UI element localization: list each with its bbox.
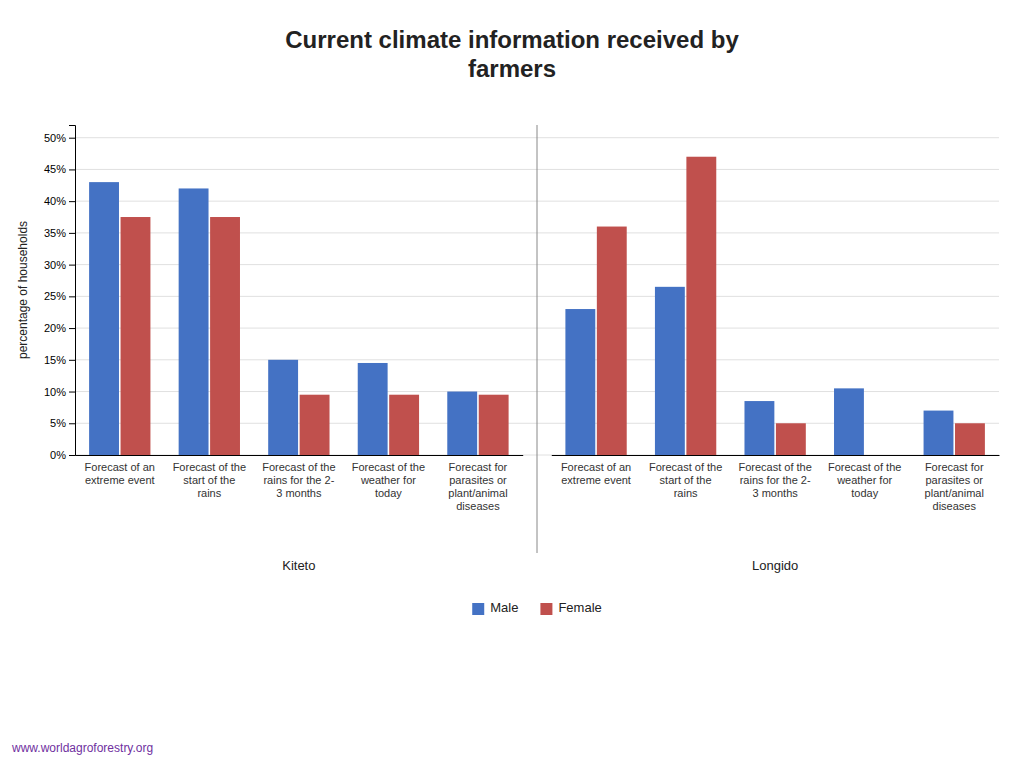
bar xyxy=(210,217,240,455)
y-axis-line xyxy=(69,126,76,456)
bar xyxy=(924,411,954,455)
y-tick: 0% xyxy=(50,449,75,461)
y-tick-label: 20% xyxy=(44,322,66,334)
x-axis: Forecast of anextreme event Forecast of t… xyxy=(552,455,1000,512)
y-tick-label: 10% xyxy=(44,386,66,398)
x-tick: Forecast of thestart of therains xyxy=(649,455,722,499)
bar xyxy=(179,188,209,455)
x-tick: Forecast of therains for the 2-3 months xyxy=(738,455,811,499)
y-tick: 50% xyxy=(44,132,75,144)
bar xyxy=(565,309,595,455)
y-tick-mark xyxy=(69,360,75,361)
bar xyxy=(89,182,119,455)
x-tick: Forecast of theweather fortoday xyxy=(828,455,901,499)
x-axis-line xyxy=(76,455,524,456)
y-tick-mark xyxy=(69,296,75,297)
y-tick: 10% xyxy=(44,386,75,398)
annotation: www.worldagroforestry.org xyxy=(11,741,153,755)
bar xyxy=(479,395,509,455)
bar xyxy=(686,157,716,455)
y-tick-mark xyxy=(69,138,75,139)
legend-item: Female xyxy=(540,600,601,615)
y-tick-mark xyxy=(69,169,75,170)
y-tick: 25% xyxy=(44,290,75,302)
y-tick-mark xyxy=(69,233,75,234)
x-tick-label: Forecast of therains for the 2-3 months xyxy=(262,461,335,499)
legend-swatch xyxy=(540,603,552,615)
y-tick-label: 30% xyxy=(44,259,66,271)
bar xyxy=(955,423,985,455)
group-label: Kiteto xyxy=(282,558,315,573)
bar xyxy=(389,395,419,455)
y-tick-mark xyxy=(69,455,75,456)
y-axis: 0% 5% 10% 15% 20% 25% 30% 35% 40% 45% 50% xyxy=(44,126,76,462)
y-tick-mark xyxy=(69,423,75,424)
y-tick: 35% xyxy=(44,227,75,239)
group-label: Longido xyxy=(752,558,798,573)
title: Current climate information received byf… xyxy=(285,26,739,82)
y-axis-title: percentage of households xyxy=(16,221,30,359)
x-tick-label: Forecast of theweather fortoday xyxy=(828,461,901,499)
bar xyxy=(300,395,330,455)
legend-label: Female xyxy=(558,600,601,615)
bar xyxy=(865,455,895,456)
y-tick-label: 15% xyxy=(44,354,66,366)
x-tick-label: Forecast forparasites orplant/animaldise… xyxy=(925,461,984,513)
y-tick-label: 35% xyxy=(44,227,66,239)
x-axis: Forecast of anextreme event Forecast of t… xyxy=(76,455,524,512)
legend-label: Male xyxy=(490,600,518,615)
bar xyxy=(268,360,298,455)
chart: Current climate information received byf… xyxy=(0,0,1024,768)
bar xyxy=(655,287,685,455)
y-tick-label: 0% xyxy=(50,449,66,461)
legend: Male Female xyxy=(472,600,602,615)
bar xyxy=(597,227,627,455)
y-tick-mark xyxy=(69,328,75,329)
bar xyxy=(744,401,774,455)
y-tick: 40% xyxy=(44,195,75,207)
legend-swatch xyxy=(472,603,484,615)
x-tick: Forecast forparasites orplant/animaldise… xyxy=(448,455,507,512)
x-tick-label: Forecast of thestart of therains xyxy=(173,461,246,499)
y-tick: 15% xyxy=(44,354,75,366)
y-tick-mark xyxy=(69,265,75,266)
bar xyxy=(121,217,151,455)
x-tick-label: Forecast of therains for the 2-3 months xyxy=(738,461,811,499)
bar xyxy=(447,392,477,455)
y-tick-label: 5% xyxy=(50,417,66,429)
x-tick: Forecast of theweather fortoday xyxy=(352,455,425,499)
y-tick-label: 45% xyxy=(44,163,66,175)
x-tick: Forecast of anextreme event xyxy=(85,455,155,486)
y-tick: 45% xyxy=(44,163,75,175)
legend-item: Male xyxy=(472,600,518,615)
y-tick-label: 25% xyxy=(44,290,66,302)
x-tick: Forecast of thestart of therains xyxy=(173,455,246,499)
y-tick: 30% xyxy=(44,259,75,271)
y-tick: 20% xyxy=(44,322,75,334)
y-tick-mark xyxy=(69,392,75,393)
x-tick-label: Forecast of thestart of therains xyxy=(649,461,722,499)
x-tick-label: Forecast of anextreme event xyxy=(85,461,155,486)
x-tick-label: Forecast forparasites orplant/animaldise… xyxy=(448,461,507,513)
bar xyxy=(834,388,864,455)
group-separator xyxy=(537,125,538,553)
x-tick: Forecast of therains for the 2-3 months xyxy=(262,455,335,499)
bar xyxy=(776,423,806,455)
y-tick-mark xyxy=(69,201,75,202)
x-axis-line xyxy=(552,455,1000,456)
x-tick: Forecast forparasites orplant/animaldise… xyxy=(925,455,984,512)
bar xyxy=(358,363,388,455)
y-tick-label: 40% xyxy=(44,195,66,207)
y-tick-label: 50% xyxy=(44,132,66,144)
x-tick-label: Forecast of anextreme event xyxy=(561,461,631,486)
y-tick: 5% xyxy=(50,417,75,429)
x-tick-label: Forecast of theweather fortoday xyxy=(352,461,425,499)
x-tick: Forecast of anextreme event xyxy=(561,455,631,486)
